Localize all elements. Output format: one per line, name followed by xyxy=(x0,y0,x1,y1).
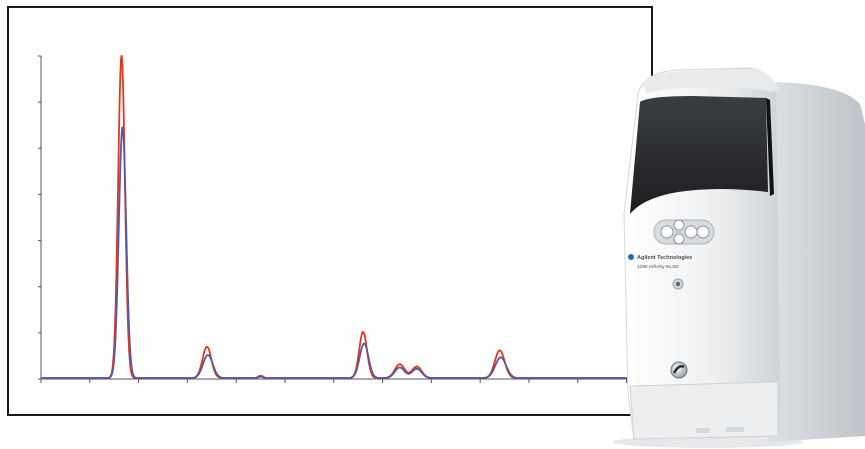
chromatogram-chart xyxy=(38,55,651,383)
keypad-icon xyxy=(653,219,715,245)
series-line-1 xyxy=(41,55,651,379)
model-name: 1290 Infinity ELSD xyxy=(637,264,679,270)
brand-logo-icon xyxy=(628,254,634,260)
base-label-left xyxy=(696,428,710,433)
elsd-detector-illustration: Agilent Technologies 1290 Infinity ELSD xyxy=(613,67,865,448)
front-window xyxy=(630,96,768,214)
outlet-connector-icon xyxy=(670,361,688,379)
base-panel xyxy=(629,381,779,440)
floor-shadow xyxy=(613,436,803,448)
chromatogram-frame xyxy=(7,6,653,416)
window-edge xyxy=(766,98,774,196)
brand-name: Agilent Technologies xyxy=(637,255,692,261)
base-label-right xyxy=(726,427,744,432)
knob-icon xyxy=(672,278,684,290)
brand-label: Agilent Technologies 1290 Infinity ELSD xyxy=(628,254,692,270)
top-rim xyxy=(643,69,778,94)
series-line-2 xyxy=(41,126,651,379)
